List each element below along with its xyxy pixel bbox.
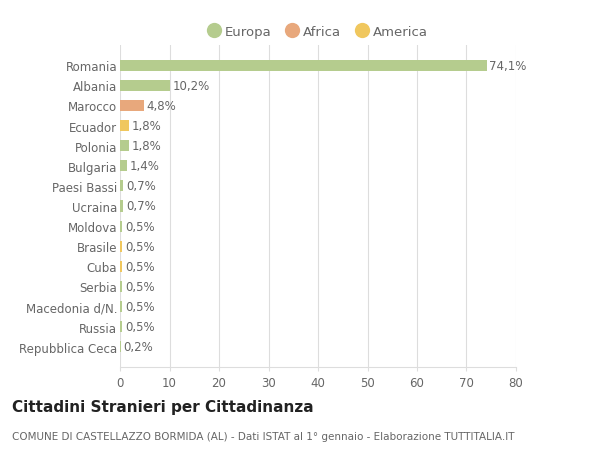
Bar: [120, 201, 124, 212]
Text: 0,5%: 0,5%: [125, 320, 155, 334]
Text: 0,5%: 0,5%: [125, 220, 155, 233]
Text: 10,2%: 10,2%: [173, 79, 210, 93]
Bar: [120, 161, 127, 172]
Bar: [120, 61, 487, 72]
Text: 74,1%: 74,1%: [489, 60, 527, 73]
Bar: [120, 121, 129, 132]
Bar: [120, 141, 129, 152]
Text: 0,5%: 0,5%: [125, 280, 155, 293]
Bar: [120, 101, 144, 112]
Text: 1,8%: 1,8%: [131, 120, 161, 133]
Bar: [120, 302, 122, 313]
Text: 1,8%: 1,8%: [131, 140, 161, 153]
Text: 0,5%: 0,5%: [125, 260, 155, 273]
Bar: [120, 321, 122, 332]
Bar: [120, 341, 121, 353]
Bar: [120, 281, 122, 292]
Text: 0,7%: 0,7%: [126, 180, 155, 193]
Text: 0,5%: 0,5%: [125, 240, 155, 253]
Text: 0,5%: 0,5%: [125, 301, 155, 313]
Bar: [120, 241, 122, 252]
Text: Cittadini Stranieri per Cittadinanza: Cittadini Stranieri per Cittadinanza: [12, 399, 314, 414]
Text: 0,2%: 0,2%: [124, 341, 153, 353]
Text: COMUNE DI CASTELLAZZO BORMIDA (AL) - Dati ISTAT al 1° gennaio - Elaborazione TUT: COMUNE DI CASTELLAZZO BORMIDA (AL) - Dat…: [12, 431, 515, 442]
Bar: [120, 181, 124, 192]
Text: 0,7%: 0,7%: [126, 200, 155, 213]
Legend: Europa, Africa, America: Europa, Africa, America: [203, 20, 433, 44]
Bar: [120, 261, 122, 272]
Text: 1,4%: 1,4%: [130, 160, 159, 173]
Text: 4,8%: 4,8%: [146, 100, 176, 112]
Bar: [120, 81, 170, 92]
Bar: [120, 221, 122, 232]
